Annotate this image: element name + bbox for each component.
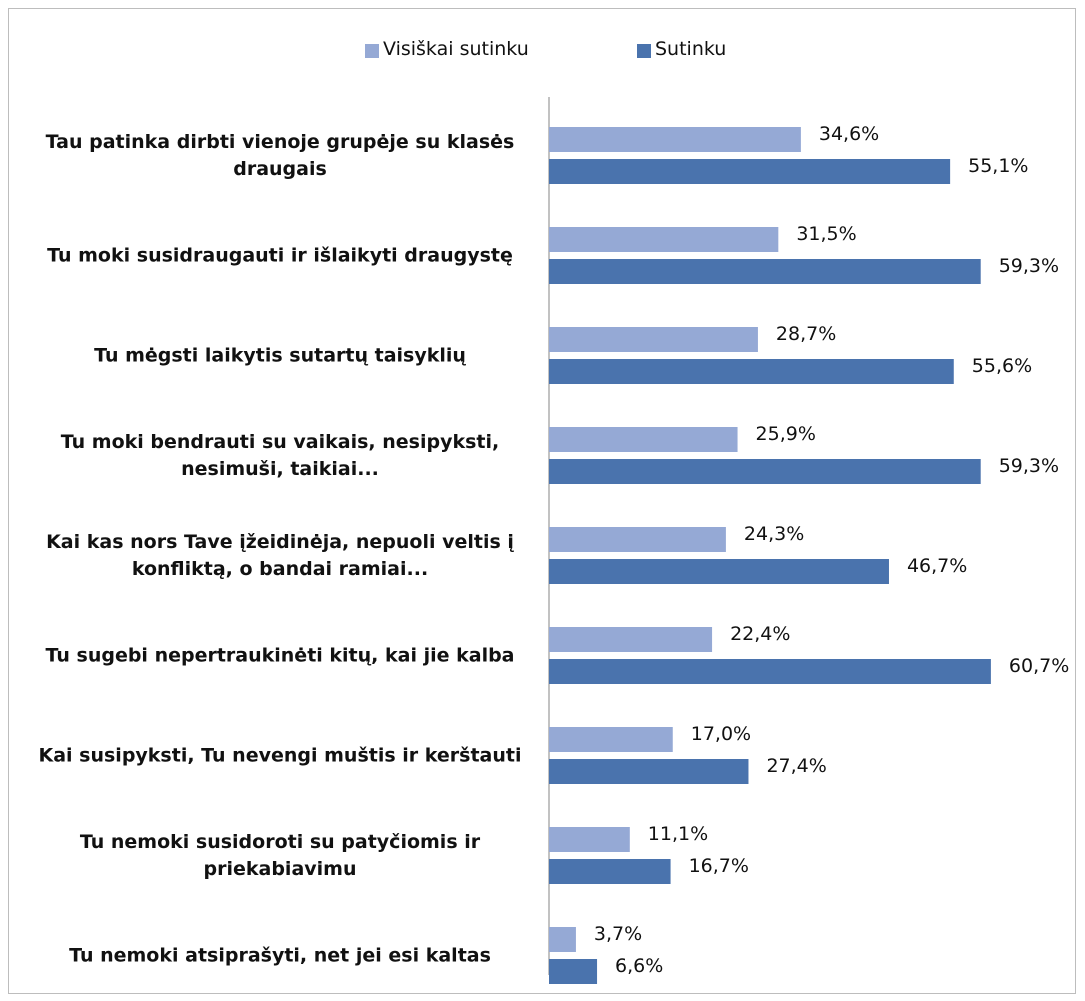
value-label: 59,3% bbox=[998, 454, 1060, 477]
value-label: 31,5% bbox=[796, 222, 857, 245]
category-label: Tu moki susidraugauti ir išlaikyti draug… bbox=[47, 244, 513, 267]
category-label: Tau patinka dirbti vienoje grupėje su kl… bbox=[45, 131, 515, 180]
bar bbox=[549, 959, 598, 984]
bar bbox=[549, 127, 801, 152]
value-label: 60,7% bbox=[1008, 654, 1070, 677]
bar bbox=[549, 627, 713, 652]
value-label: 34,6% bbox=[818, 122, 880, 145]
category-label: Tu sugebi nepertraukinėti kitų, kai jie … bbox=[45, 644, 515, 667]
category-label: Tu nemoki atsiprašyti, net jei esi kalta… bbox=[69, 944, 491, 967]
legend-swatch bbox=[637, 44, 651, 58]
category-label: Tu mėgsti laikytis sutartų taisyklių bbox=[94, 344, 466, 367]
legend-label: Visiškai sutinku bbox=[383, 38, 529, 60]
legend-swatch bbox=[365, 44, 379, 58]
bar bbox=[549, 327, 758, 352]
bar bbox=[549, 259, 981, 284]
bar bbox=[549, 727, 673, 752]
bar bbox=[549, 159, 951, 184]
value-label: 24,3% bbox=[743, 522, 805, 545]
bar bbox=[549, 459, 981, 484]
category-label: Kai kas nors Tave įžeidinėja, nepuoli ve… bbox=[46, 531, 514, 580]
bar bbox=[549, 527, 726, 552]
value-label: 11,1% bbox=[647, 822, 709, 845]
category-label: Kai susipyksti, Tu nevengi muštis ir ker… bbox=[38, 744, 522, 767]
value-label: 17,0% bbox=[690, 722, 752, 745]
value-label: 22,4% bbox=[730, 622, 791, 645]
bar bbox=[549, 827, 630, 852]
value-label: 6,6% bbox=[615, 954, 664, 977]
value-label: 59,3% bbox=[998, 254, 1060, 277]
value-label: 46,7% bbox=[906, 554, 968, 577]
chart-border bbox=[8, 8, 1076, 994]
bar bbox=[549, 659, 991, 684]
bar bbox=[549, 359, 954, 384]
bar bbox=[549, 227, 779, 252]
category-label: Tu moki bendrauti su vaikais, nesipyksti… bbox=[60, 431, 500, 480]
value-label: 16,7% bbox=[688, 854, 749, 877]
category-label: Tu nemoki susidoroti su patyčiomis ir pr… bbox=[79, 831, 481, 880]
bar bbox=[549, 759, 749, 784]
bar bbox=[549, 859, 671, 884]
value-label: 3,7% bbox=[593, 922, 643, 945]
value-label: 55,6% bbox=[971, 354, 1033, 377]
bar bbox=[549, 559, 889, 584]
bar bbox=[549, 427, 738, 452]
bar bbox=[549, 927, 576, 952]
legend-label: Sutinku bbox=[655, 38, 727, 60]
value-label: 28,7% bbox=[775, 322, 837, 345]
value-label: 55,1% bbox=[968, 154, 1029, 177]
value-label: 27,4% bbox=[766, 754, 827, 777]
value-label: 25,9% bbox=[755, 422, 816, 445]
